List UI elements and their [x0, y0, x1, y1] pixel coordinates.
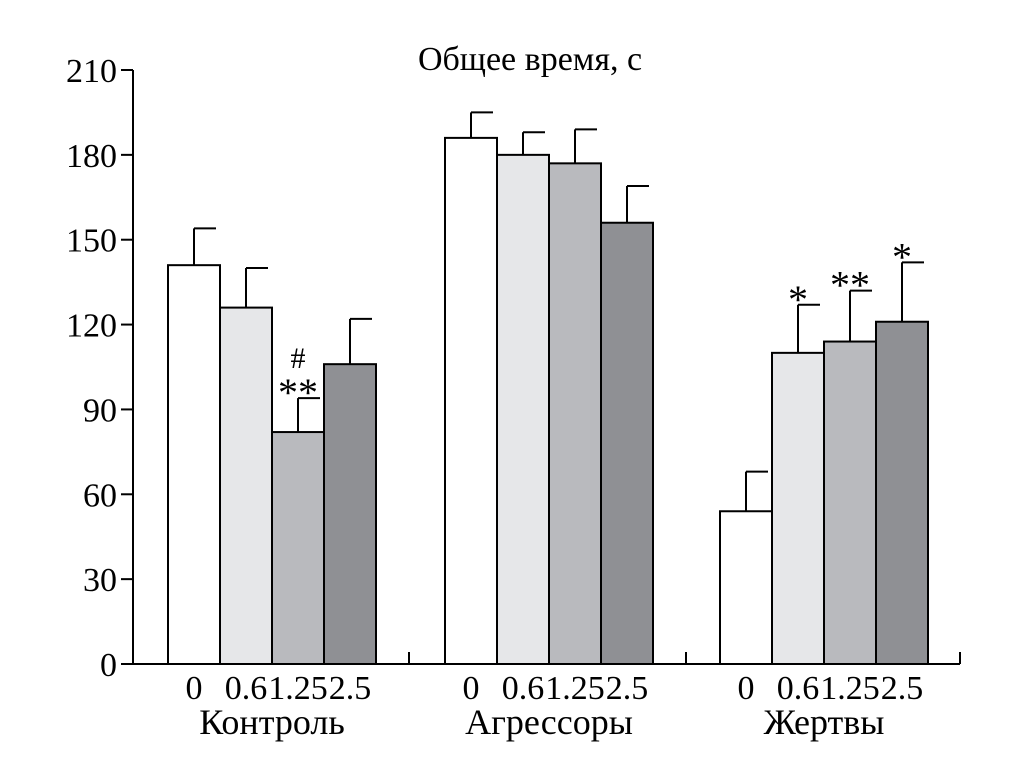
bar-Жертвы-0.6 — [771, 351, 825, 665]
bar-Жертвы-0 — [719, 510, 773, 665]
bar-Агрессоры-0.6 — [496, 153, 550, 665]
bar-Контроль-0.6 — [219, 306, 273, 665]
dose-label: 0 — [738, 670, 755, 707]
dose-label: 2.5 — [606, 670, 649, 707]
significance-mark: * — [892, 234, 912, 279]
bar-Жертвы-1.25 — [823, 340, 877, 665]
significance-mark: * — [788, 277, 808, 322]
chart-title: Общее время, с — [418, 41, 642, 78]
bar-Контроль-2.5 — [323, 363, 377, 665]
y-tick-label: 180 — [66, 138, 117, 175]
significance-mark: ** — [830, 263, 870, 308]
bar-Агрессоры-2.5 — [600, 221, 654, 665]
group-label: Жертвы — [764, 702, 885, 742]
significance-mark: ** — [278, 370, 318, 415]
bar-Контроль-0 — [167, 264, 221, 665]
dose-label: 0.6 — [225, 670, 268, 707]
y-tick-label: 60 — [83, 477, 117, 514]
dose-label: 2.5 — [329, 670, 372, 707]
dose-label: 2.5 — [881, 670, 924, 707]
bar-Жертвы-2.5 — [875, 320, 929, 665]
dose-label: 0 — [186, 670, 203, 707]
y-tick-label: 90 — [83, 392, 117, 429]
dose-label: 0.6 — [502, 670, 545, 707]
group-label: Агрессоры — [465, 702, 633, 742]
y-tick-label: 30 — [83, 562, 117, 599]
bar-Агрессоры-1.25 — [548, 162, 602, 665]
significance-mark: # — [291, 342, 306, 375]
dose-label: 1.25 — [545, 670, 605, 707]
y-tick-label: 150 — [66, 223, 117, 260]
y-tick-label: 210 — [66, 53, 117, 90]
y-tick-label: 0 — [100, 647, 117, 684]
bar-Агрессоры-0 — [444, 136, 498, 665]
y-tick-label: 120 — [66, 308, 117, 345]
dose-label: 1.25 — [820, 670, 880, 707]
group-label: Контроль — [199, 702, 345, 742]
dose-label: 0 — [463, 670, 480, 707]
dose-label: 0.6 — [777, 670, 820, 707]
dose-label: 1.25 — [268, 670, 328, 707]
bar-Контроль-1.25 — [271, 431, 325, 665]
